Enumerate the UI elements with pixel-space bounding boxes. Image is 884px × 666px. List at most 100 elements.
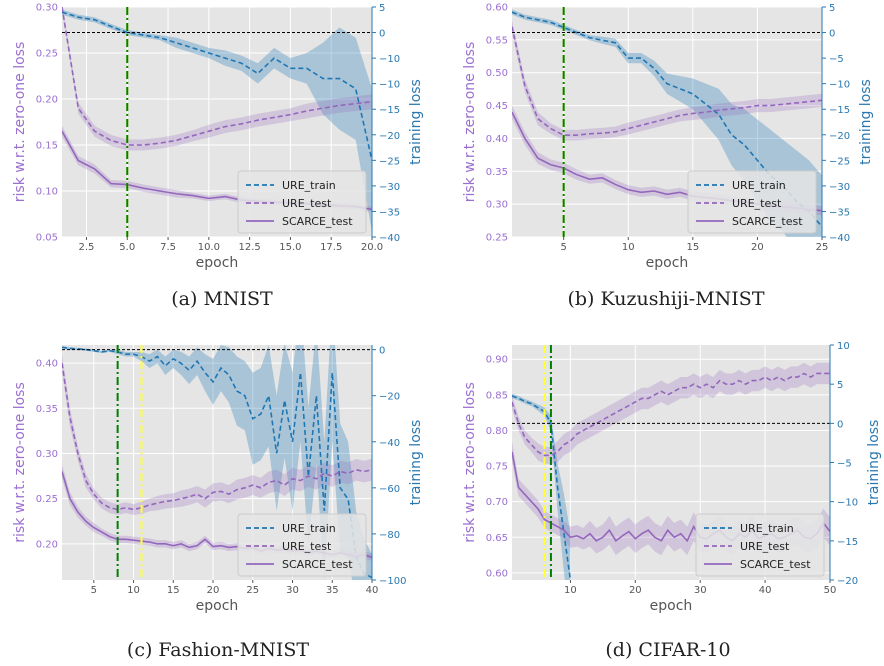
y-left-tick-label: 0.80 [486,426,508,437]
y-right-tick-label: −15 [379,105,400,116]
series-line-URE_train [62,11,372,161]
y-right-tick-label: −20 [837,576,858,587]
legend-label: URE_test [732,197,782,210]
x-tick-label: 30 [286,585,299,596]
subfigure-caption: (b) Kuzushiji-MNIST [567,288,764,310]
x-tick-label: 35 [326,585,339,596]
x-tick-label: 15 [686,242,699,253]
y-left-axis-label: risk w.r.t. zero-one loss [12,382,28,543]
x-tick-label: 50 [824,585,837,596]
legend-label: URE_train [282,179,336,192]
legend-label: URE_test [282,197,332,210]
x-tick-label: 40 [366,585,379,596]
y-right-tick-label: 5 [829,3,835,14]
x-tick-label: 20.0 [361,242,383,253]
subfigure-caption: (d) CIFAR-10 [605,639,730,661]
y-right-tick-label: −10 [829,80,850,91]
series-line-URE_test [62,362,372,511]
y-left-tick-label: 0.55 [486,35,508,46]
x-tick-label: 25 [246,585,259,596]
x-tick-label: 2.5 [79,242,95,253]
y-left-tick-label: 0.30 [486,200,508,211]
y-left-tick-label: 0.70 [486,497,508,508]
y-left-tick-label: 0.60 [486,568,508,579]
y-right-tick-label: −5 [837,459,852,470]
y-right-axis-label: training loss [866,420,882,506]
series-band-SCARCE_test [62,125,372,213]
legend: URE_train URE_test SCARCE_test [695,513,825,577]
chart-panel-2: 5 10 15 20 25 30 35 40 0.20 0.25 0.30 0.35 0.40 0 −20 −… [12,345,424,661]
y-left-tick-label: 0.50 [486,68,508,79]
x-tick-label: 15.0 [279,242,301,253]
y-left-tick-label: 0.90 [486,355,508,366]
x-tick-label: 30 [694,585,707,596]
y-right-axis-label: training loss [858,79,874,165]
y-right-tick-label: −5 [829,54,844,65]
series-band-URE_train [512,393,571,580]
y-left-tick-label: 0.30 [36,449,58,460]
y-right-tick-label: −20 [379,131,400,142]
legend-box [237,513,367,577]
x-axis-label: epoch [196,255,239,271]
x-tick-label: 20 [629,585,642,596]
y-left-axis-label: risk w.r.t. zero-one loss [12,42,28,203]
y-right-tick-label: −35 [379,207,400,218]
y-left-tick-label: 0.45 [486,101,508,112]
legend-label: SCARCE_test [282,558,353,571]
x-axis-label: epoch [196,598,239,614]
y-right-tick-label: 5 [379,3,385,14]
chart-panel-3: 10 20 30 40 500.600.650.700.750.800.850.9010… [462,341,882,661]
y-left-tick-label: 0.20 [36,539,58,550]
x-tick-label: 5.0 [119,242,135,253]
y-right-tick-label: −40 [379,233,400,244]
y-right-tick-label: −100 [379,576,406,587]
y-right-tick-label: −10 [837,498,858,509]
y-right-tick-label: 10 [837,341,850,352]
series-band-URE_train [62,345,372,580]
legend-label: SCARCE_test [740,558,811,571]
subfigure-caption: (a) MNIST [171,288,273,310]
x-tick-label: 10.0 [198,242,220,253]
x-tick-label: 10 [564,585,577,596]
legend-label: SCARCE_test [732,215,803,228]
x-tick-label: 17.5 [320,242,342,253]
x-tick-label: 5 [560,242,566,253]
series-band-URE_train [62,9,372,232]
legend: URE_train URE_test SCARCE_test [687,170,817,234]
x-tick-label: 20 [751,242,764,253]
legend-label: URE_test [740,540,790,553]
y-left-axis-label: risk w.r.t. zero-one loss [462,382,478,543]
chart-panel-0: 2.5 5.0 7.5 10.0 12.5 15.0 17.5 20.0 0.05 0.10 0.1… [12,3,424,311]
y-right-axis-label: training loss [408,420,424,506]
y-right-tick-label: −10 [379,54,400,65]
x-tick-label: 12.5 [238,242,260,253]
y-right-tick-label: −25 [829,156,850,167]
y-right-tick-label: 5 [837,380,843,391]
legend-label: URE_train [282,522,336,535]
series-line-URE_test [512,372,830,457]
x-tick-label: 25 [816,242,829,253]
y-left-axis-label: risk w.r.t. zero-one loss [462,42,478,203]
series-line-URE_train [512,11,822,228]
legend-box [237,170,367,234]
y-right-tick-label: −30 [829,182,850,193]
series-band-URE_test [62,354,372,515]
legend: URE_train URE_test SCARCE_test [237,170,367,234]
x-tick-label: 10 [622,242,635,253]
legend-label: SCARCE_test [282,215,353,228]
y-right-tick-label: −40 [379,438,400,449]
series-line-URE_train [62,346,372,579]
y-right-tick-label: −20 [379,392,400,403]
series-band-URE_test [512,362,830,464]
x-tick-label: 5 [91,585,97,596]
y-left-tick-label: 0.20 [36,95,58,106]
y-right-tick-label: −25 [379,156,400,167]
legend-label: URE_train [732,179,786,192]
legend-label: URE_test [282,540,332,553]
y-right-tick-label: −15 [829,105,850,116]
series-band-URE_test [512,20,822,141]
y-right-tick-label: −20 [829,131,850,142]
y-left-tick-label: 0.10 [36,187,58,198]
x-tick-label: 10 [127,585,140,596]
series-line-URE_train [512,395,572,580]
